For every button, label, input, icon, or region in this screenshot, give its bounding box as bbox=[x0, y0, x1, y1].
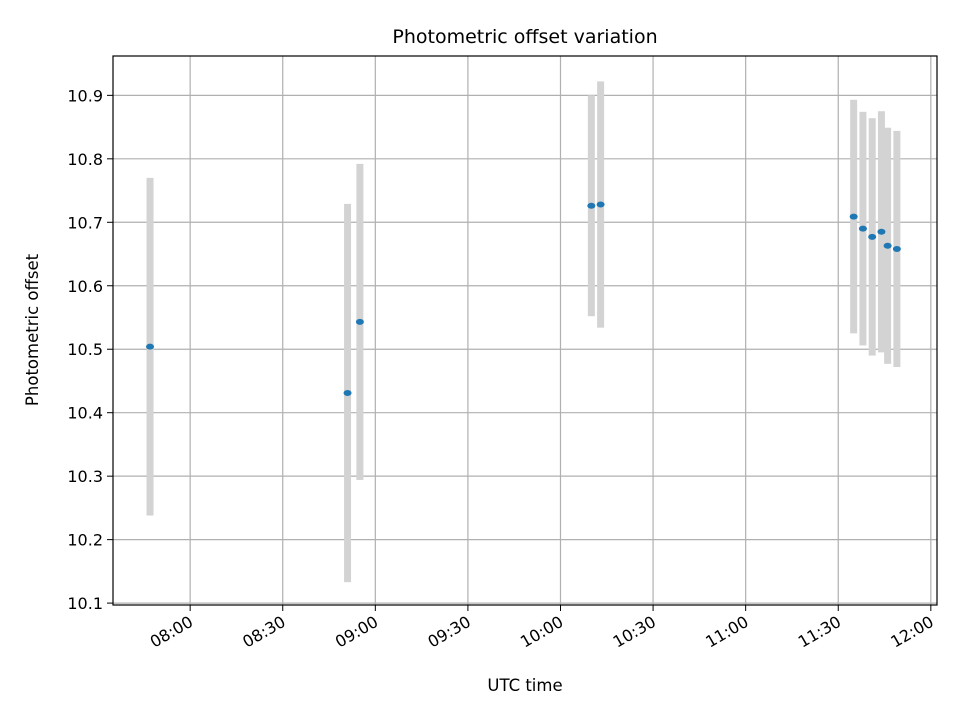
data-point bbox=[355, 318, 364, 325]
plot-frame bbox=[112, 55, 938, 606]
data-points bbox=[146, 201, 901, 397]
x-tick-label: 08:00 bbox=[147, 612, 196, 652]
y-tick-label: 10.4 bbox=[67, 404, 103, 423]
y-tick-label: 10.8 bbox=[67, 150, 103, 169]
y-axis: 10.1 10.2 10.3 10.4 10.5 10.6 10.7 10.8 10.9 bbox=[67, 86, 113, 613]
x-tick-label: 11:30 bbox=[795, 612, 844, 652]
data-point bbox=[343, 390, 352, 397]
x-tick-label: 09:00 bbox=[332, 612, 381, 652]
data-point bbox=[849, 213, 858, 220]
x-tick-label: 08:30 bbox=[239, 612, 288, 652]
data-point bbox=[868, 233, 877, 240]
data-point bbox=[858, 225, 867, 232]
y-tick-label: 10.6 bbox=[67, 277, 103, 296]
x-axis: 08:00 08:30 09:00 09:30 10:00 10:30 11:00 11:30… bbox=[147, 605, 937, 652]
y-tick-label: 10.9 bbox=[67, 86, 103, 105]
y-axis-title: Photometric offset bbox=[23, 253, 42, 406]
y-tick-label: 10.5 bbox=[67, 340, 103, 359]
y-tick-label: 10.7 bbox=[67, 213, 103, 232]
x-axis-title: UTC time bbox=[487, 676, 562, 695]
y-tick-label: 10.2 bbox=[67, 531, 103, 550]
grid bbox=[113, 56, 937, 605]
x-tick-label: 10:30 bbox=[610, 612, 659, 652]
y-tick-label: 10.3 bbox=[67, 467, 103, 486]
data-point bbox=[146, 343, 155, 350]
x-tick-label: 11:00 bbox=[702, 612, 751, 652]
error-bars bbox=[146, 81, 901, 583]
chart-title: Photometric offset variation bbox=[392, 26, 657, 48]
data-point bbox=[596, 201, 605, 208]
x-tick-label: 09:30 bbox=[424, 612, 473, 652]
y-tick-label: 10.1 bbox=[67, 594, 103, 613]
data-point bbox=[892, 245, 901, 252]
x-tick-label: 12:00 bbox=[887, 612, 936, 652]
data-point bbox=[587, 202, 596, 209]
data-point bbox=[883, 242, 892, 249]
data-point bbox=[877, 228, 886, 235]
x-tick-label: 10:00 bbox=[517, 612, 566, 652]
